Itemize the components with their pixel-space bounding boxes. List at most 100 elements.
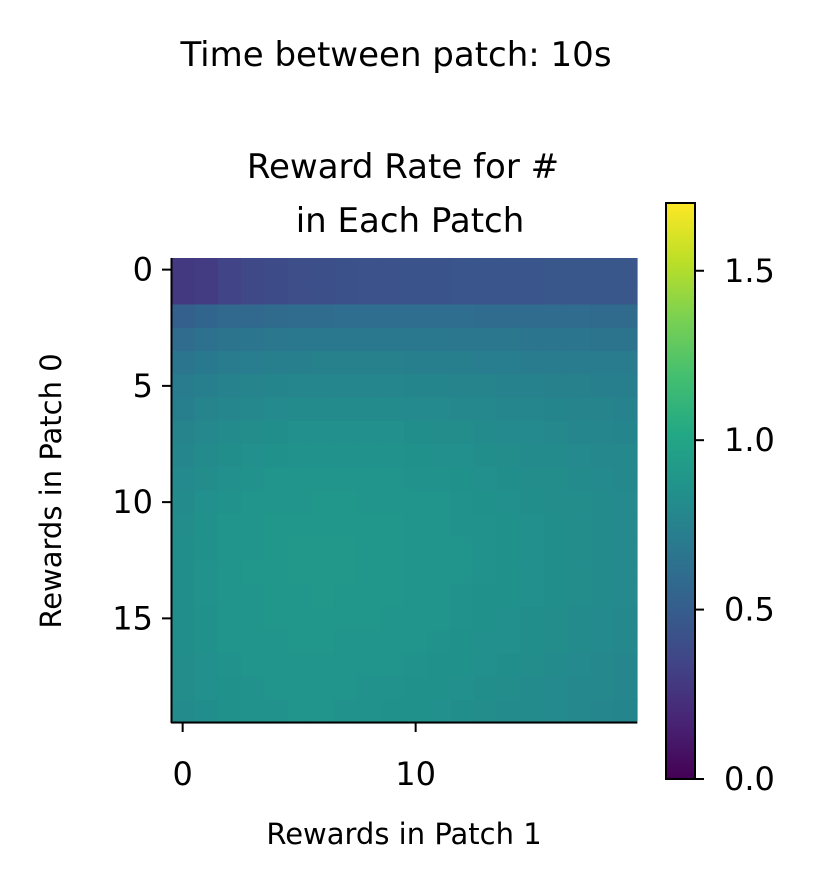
heatmap-cell <box>310 397 335 422</box>
heatmap-cell <box>473 374 498 399</box>
heatmap-cell <box>287 304 312 329</box>
heatmap-cell <box>194 583 219 608</box>
heatmap-cell <box>334 304 358 329</box>
heatmap-cell <box>357 490 382 515</box>
heatmap-cell <box>217 420 242 445</box>
heatmap-cell <box>264 258 289 282</box>
heatmap-cell <box>497 304 522 329</box>
heatmap-cell <box>497 676 522 701</box>
heatmap-cell <box>240 327 265 352</box>
heatmap-cell <box>543 490 568 515</box>
colorbar-tick-label: 1.0 <box>724 421 775 459</box>
heatmap-cell <box>287 676 312 701</box>
heatmap-cell <box>404 490 428 515</box>
heatmap-cell <box>590 560 615 585</box>
chart-title-line-2: in Each Patch <box>296 201 525 241</box>
heatmap-cell <box>171 351 195 375</box>
heatmap-cell <box>334 676 358 701</box>
heatmap-cell <box>194 444 219 468</box>
heatmap-cell <box>264 397 289 422</box>
heatmap-cell <box>567 444 591 468</box>
heatmap-cell <box>380 490 405 515</box>
heatmap-cell <box>590 699 615 724</box>
heatmap-cell <box>427 676 452 701</box>
heatmap-cell <box>240 281 265 306</box>
heatmap-cell <box>567 304 591 329</box>
heatmap-cell <box>473 583 498 608</box>
heatmap-cell <box>264 513 289 538</box>
heatmap-cell <box>357 281 382 306</box>
heatmap-cell <box>240 513 265 538</box>
heatmap-cell <box>450 653 475 678</box>
heatmap-cell <box>357 676 382 701</box>
heatmap-cell <box>287 606 312 631</box>
colorbar <box>665 202 696 780</box>
heatmap-cell <box>404 537 428 561</box>
heatmap-cell <box>613 327 638 352</box>
heatmap-cell <box>217 630 242 654</box>
heatmap-cell <box>473 560 498 585</box>
heatmap-cell <box>264 374 289 399</box>
heatmap-cell <box>357 537 382 561</box>
heatmap-cell <box>287 374 312 399</box>
heatmap-cell <box>450 676 475 701</box>
y-axis-label: Rewards in Patch 0 <box>34 353 68 628</box>
heatmap-cell <box>520 537 545 561</box>
axes <box>170 258 637 724</box>
heatmap-cell <box>357 560 382 585</box>
heatmap-cell <box>543 513 568 538</box>
heatmap-cell <box>264 583 289 608</box>
heatmap-cell <box>473 537 498 561</box>
heatmap-cell <box>450 699 475 724</box>
heatmap-cell <box>473 420 498 445</box>
heatmap-cell <box>194 351 219 375</box>
heatmap-cell <box>520 513 545 538</box>
heatmap-cell <box>450 560 475 585</box>
heatmap-cell <box>590 351 615 375</box>
heatmap-cell <box>240 490 265 515</box>
heatmap-cell <box>473 699 498 724</box>
heatmap-cell <box>310 513 335 538</box>
heatmap-cell <box>357 699 382 724</box>
heatmap-cell <box>217 258 242 282</box>
heatmap-cell <box>404 467 428 492</box>
heatmap-cell <box>590 304 615 329</box>
heatmap-cell <box>427 258 452 282</box>
heatmap-cell <box>567 630 591 654</box>
heatmap-cell <box>171 444 195 468</box>
heatmap-cell <box>380 583 405 608</box>
heatmap-cell <box>543 653 568 678</box>
heatmap-cell <box>380 374 405 399</box>
heatmap-cell <box>217 699 242 724</box>
heatmap-cell <box>357 653 382 678</box>
heatmap-cell <box>473 490 498 515</box>
heatmap-cell <box>240 630 265 654</box>
heatmap-cell <box>404 281 428 306</box>
heatmap-cell <box>357 420 382 445</box>
heatmap-cell <box>567 397 591 422</box>
heatmap-cell <box>590 397 615 422</box>
heatmap-cell <box>287 258 312 282</box>
heatmap-cell <box>334 606 358 631</box>
heatmap-cell <box>404 583 428 608</box>
heatmap-cell <box>497 374 522 399</box>
heatmap-cell <box>497 397 522 422</box>
heatmap-cell <box>404 420 428 445</box>
heatmap-cell <box>171 281 195 306</box>
heatmap-cell <box>194 560 219 585</box>
heatmap-cell <box>427 420 452 445</box>
heatmap-cell <box>543 420 568 445</box>
heatmap-cell <box>450 513 475 538</box>
heatmap-cell <box>264 606 289 631</box>
heatmap-cell <box>404 513 428 538</box>
heatmap-cell <box>543 304 568 329</box>
heatmap-cell <box>590 374 615 399</box>
heatmap-cell <box>543 327 568 352</box>
heatmap-cell <box>171 304 195 329</box>
heatmap-cell <box>543 374 568 399</box>
heatmap-cell <box>590 327 615 352</box>
heatmap-cell <box>427 653 452 678</box>
heatmap-cell <box>194 258 219 282</box>
heatmap-cell <box>613 583 638 608</box>
heatmap-cell <box>194 304 219 329</box>
